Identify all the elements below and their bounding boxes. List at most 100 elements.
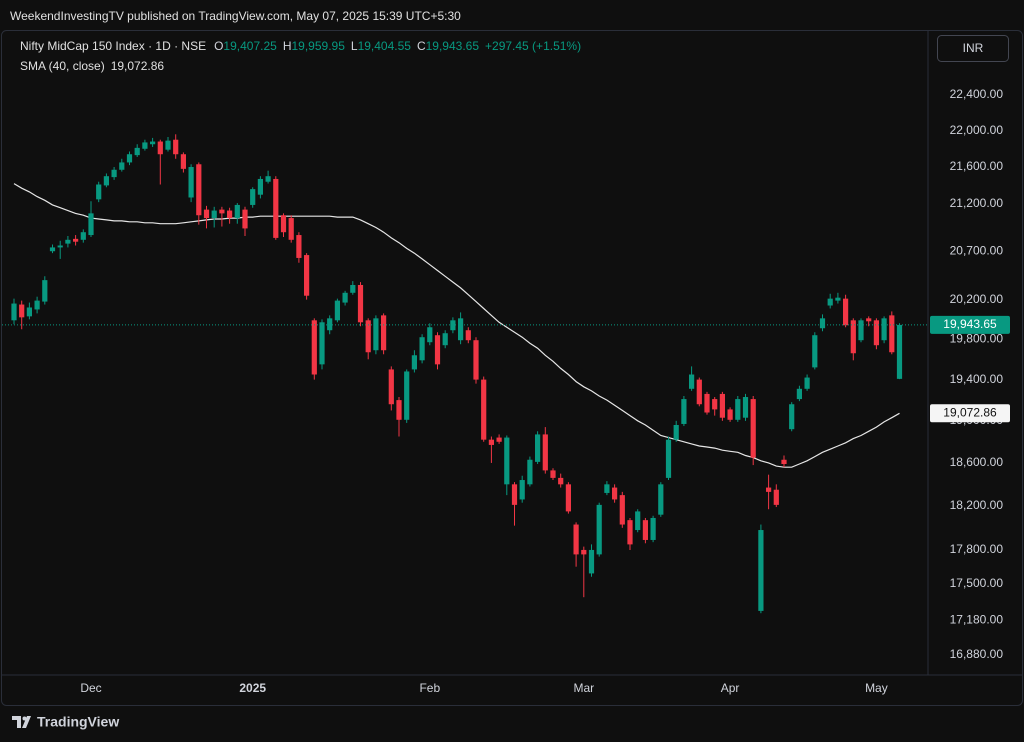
candle-body bbox=[550, 470, 556, 478]
y-tick-label: 22,400.00 bbox=[950, 87, 1004, 101]
candle-body bbox=[211, 210, 217, 219]
candle-body bbox=[712, 399, 718, 410]
chart-panel bbox=[1, 30, 1023, 706]
candle-body bbox=[396, 400, 402, 420]
candle-body bbox=[704, 393, 710, 413]
candle-body bbox=[796, 388, 802, 400]
candle-body bbox=[142, 142, 148, 149]
candle-body bbox=[257, 178, 263, 195]
legend-key: H bbox=[283, 39, 292, 53]
candle-body bbox=[65, 239, 71, 244]
candle-body bbox=[535, 434, 541, 462]
candle-body bbox=[804, 377, 810, 389]
candle-body bbox=[126, 154, 133, 163]
candle-body bbox=[327, 318, 333, 331]
candle-body bbox=[588, 549, 595, 574]
candle-body bbox=[789, 404, 795, 430]
candle-body bbox=[419, 337, 425, 361]
candle-body bbox=[227, 210, 233, 219]
candle-body bbox=[350, 284, 356, 293]
candle-body bbox=[311, 320, 317, 375]
candle-body bbox=[581, 549, 587, 555]
candle-body bbox=[650, 517, 656, 540]
candle-body bbox=[57, 245, 63, 248]
candle-body bbox=[619, 495, 625, 525]
candle-body bbox=[404, 371, 410, 420]
candle-body bbox=[635, 511, 641, 531]
candle-body bbox=[165, 140, 171, 150]
candle-body bbox=[188, 167, 194, 198]
candle-body bbox=[665, 439, 672, 478]
candle-body bbox=[296, 235, 302, 258]
x-tick-label: Feb bbox=[419, 681, 440, 695]
candle-body bbox=[511, 484, 518, 505]
y-tick-label: 21,600.00 bbox=[950, 159, 1004, 173]
candle-body bbox=[727, 409, 733, 420]
candle-body bbox=[881, 318, 887, 341]
candle-body bbox=[134, 147, 140, 156]
candle-body bbox=[827, 298, 833, 306]
legend-value: 19,404.55 bbox=[358, 39, 412, 53]
candle-body bbox=[527, 459, 533, 485]
candle-body bbox=[488, 439, 494, 445]
candle-body bbox=[381, 315, 387, 351]
candle-body bbox=[288, 218, 294, 240]
x-tick-label: May bbox=[865, 681, 888, 695]
candle-body bbox=[473, 340, 479, 380]
candle-body bbox=[319, 322, 325, 365]
candle-body bbox=[250, 189, 256, 205]
currency-button[interactable] bbox=[937, 35, 1009, 62]
candle-body bbox=[19, 304, 25, 318]
legend-value: 19,943.65 bbox=[426, 39, 480, 53]
currency[interactable]: INR bbox=[963, 41, 984, 55]
y-tick-label: 21,200.00 bbox=[950, 196, 1004, 210]
y-tick-label: 16,880.00 bbox=[950, 647, 1004, 661]
legend-key: C bbox=[417, 39, 426, 53]
candles bbox=[11, 134, 903, 614]
candle-body bbox=[689, 374, 695, 389]
y-tick-label: 19,400.00 bbox=[950, 372, 1004, 386]
candle-body bbox=[819, 318, 826, 329]
candle-body bbox=[180, 154, 186, 169]
y-tick-label: 19,800.00 bbox=[950, 331, 1004, 345]
candle-body bbox=[843, 298, 849, 326]
candle-body bbox=[196, 164, 202, 216]
brand: TradingView bbox=[37, 714, 119, 730]
candle-body bbox=[496, 437, 502, 442]
candle-body bbox=[103, 176, 109, 186]
brand-logo bbox=[12, 716, 31, 728]
candle-body bbox=[858, 320, 864, 341]
candle-body bbox=[642, 520, 648, 540]
candle-body bbox=[750, 399, 756, 458]
candle-body bbox=[203, 209, 210, 219]
candle-body bbox=[604, 484, 610, 493]
legend-symbol: Nifty MidCap 150 Index · 1D · NSE bbox=[20, 39, 206, 53]
legend-line: Nifty MidCap 150 Index · 1D · NSE O19,407… bbox=[20, 39, 581, 53]
candle-body bbox=[719, 393, 725, 418]
sma-tag-label: 19,072.86 bbox=[943, 405, 997, 419]
candle-body bbox=[442, 333, 448, 346]
last-price-label: 19,943.65 bbox=[943, 317, 997, 331]
y-tick-label: 20,700.00 bbox=[950, 243, 1004, 257]
candle-body bbox=[280, 215, 287, 233]
y-tick-label: 17,500.00 bbox=[950, 576, 1004, 590]
candle-body bbox=[612, 487, 618, 500]
candle-body bbox=[681, 399, 687, 424]
x-tick-label: Apr bbox=[721, 681, 740, 695]
sma-tag bbox=[930, 404, 1010, 423]
candle-body bbox=[627, 520, 633, 545]
y-tick-label: 17,180.00 bbox=[950, 612, 1004, 626]
candle-body bbox=[866, 318, 872, 322]
x-tick-label: 2025 bbox=[239, 681, 266, 695]
candle-body bbox=[658, 484, 664, 515]
candle-body bbox=[481, 379, 487, 440]
candle-body bbox=[411, 355, 417, 370]
candle-body bbox=[465, 330, 471, 341]
candle-body bbox=[388, 369, 394, 405]
legend-line: SMA (40, close) 19,072.86 bbox=[20, 59, 164, 73]
candle-body bbox=[504, 437, 510, 485]
candle-body bbox=[173, 139, 179, 155]
candle-body bbox=[434, 335, 441, 365]
